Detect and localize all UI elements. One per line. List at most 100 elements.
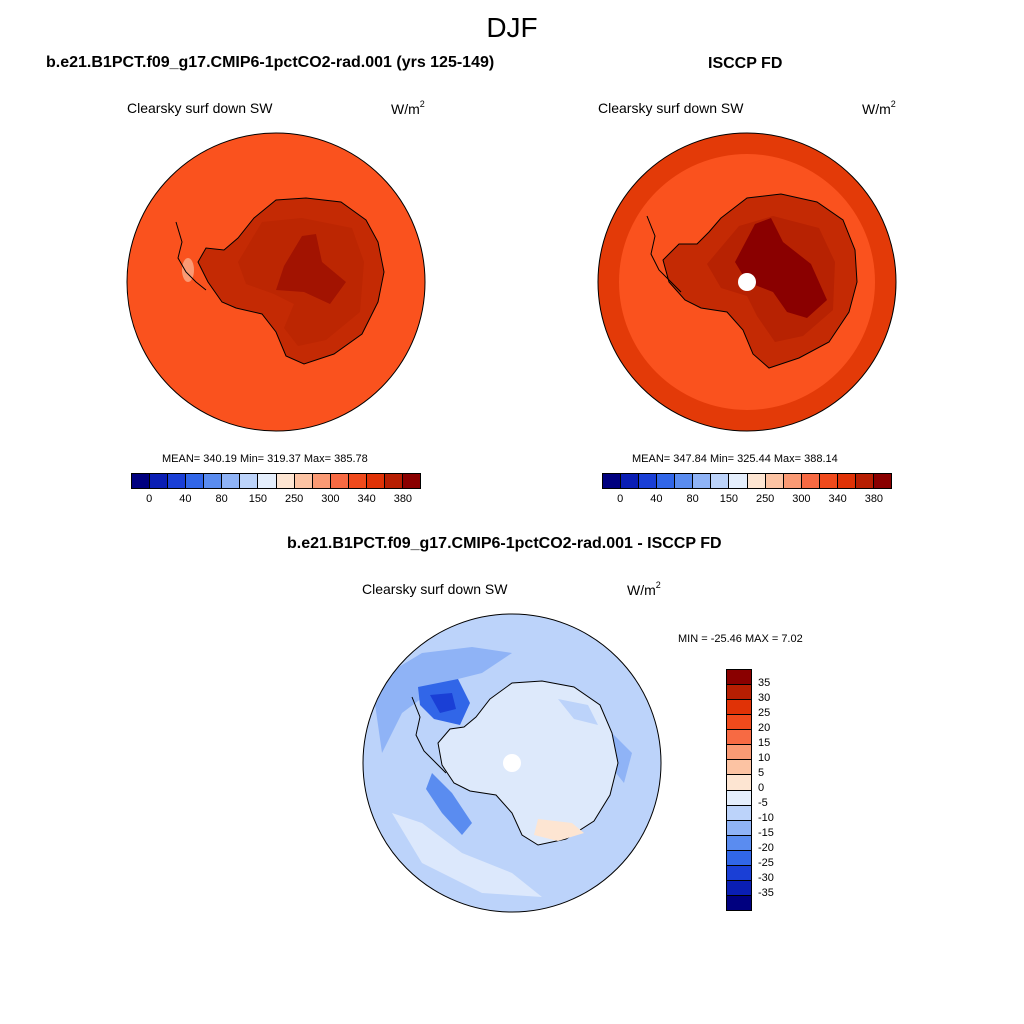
panel-2-polar-map [597, 132, 897, 432]
panel-2-colorbar-swatches [602, 473, 892, 489]
panel-1-colorbar-swatches [131, 473, 421, 489]
diff-positive-patch [534, 819, 584, 841]
colorbar-tick-label: -35 [758, 887, 774, 899]
colorbar-swatch [727, 805, 751, 821]
panel-2-units: W/m2 [862, 99, 896, 117]
colorbar-tick-label: 380 [864, 493, 884, 505]
panel-2-stats: MEAN= 347.84 Min= 325.44 Max= 388.14 [632, 453, 838, 465]
colorbar-tick-label: 80 [215, 493, 228, 505]
panel-3-title: b.e21.B1PCT.f09_g17.CMIP6-1pctCO2-rad.00… [287, 535, 722, 552]
colorbar-swatch [765, 474, 784, 488]
colorbar-swatch [294, 474, 313, 488]
colorbar-swatch [276, 474, 295, 488]
colorbar-swatch [348, 474, 367, 488]
figure-title: DJF [486, 12, 538, 43]
colorbar-swatch [727, 670, 751, 686]
panel-2-title: ISCCP FD [708, 55, 783, 72]
diff-negative-patch [426, 773, 472, 835]
colorbar-swatch [727, 685, 751, 701]
colorbar-swatch [621, 474, 640, 488]
colorbar-swatch [783, 474, 802, 488]
colorbar-swatch [727, 820, 751, 836]
colorbar-swatch [727, 775, 751, 791]
colorbar-swatch [312, 474, 331, 488]
diff-strongest-negative [430, 693, 456, 713]
colorbar-tick-label: 30 [758, 692, 771, 704]
peninsula-coastline [175, 221, 207, 291]
colorbar-tick-label: 250 [755, 493, 775, 505]
colorbar-tick-label: 0 [146, 493, 153, 505]
colorbar-swatch [366, 474, 385, 488]
colorbar-swatch [727, 895, 751, 910]
colorbar-swatch [258, 474, 277, 488]
colorbar-tick-label: 40 [650, 493, 663, 505]
colorbar-tick-label: 5 [758, 767, 765, 779]
colorbar-swatch [727, 700, 751, 716]
colorbar-tick-label: 15 [758, 737, 771, 749]
panel-1-polar-map [126, 132, 426, 432]
panel-3-units: W/m2 [627, 580, 661, 598]
panel-1-colorbar-ticks: 0 40 80 150 250 300 340 380 [131, 489, 421, 505]
colorbar-swatch [603, 474, 622, 488]
colorbar-swatch [727, 790, 751, 806]
colorbar-tick-label: 10 [758, 752, 771, 764]
colorbar-tick-label: 340 [828, 493, 847, 505]
panel-1-colorbar: 0 40 80 150 250 300 340 380 [131, 473, 421, 505]
colorbar-swatch [132, 474, 151, 488]
colorbar-tick-label: 20 [758, 722, 771, 734]
colorbar-swatch [711, 474, 730, 488]
colorbar-tick-label: 250 [284, 493, 304, 505]
colorbar-tick-label: 80 [686, 493, 699, 505]
colorbar-tick-label: 300 [792, 493, 811, 505]
colorbar-swatch [747, 474, 766, 488]
colorbar-swatch [837, 474, 856, 488]
colorbar-swatch [186, 474, 205, 488]
colorbar-tick-label: 380 [393, 493, 413, 505]
colorbar-swatch [727, 865, 751, 881]
colorbar-tick-label: -10 [758, 812, 774, 824]
panel-2-variable-label: Clearsky surf down SW [598, 100, 744, 116]
colorbar-swatch [222, 474, 241, 488]
panel-3-colorbar: 35 30 25 20 15 10 5 0 -5 -10 -15 -20 -25 -30 -35 [726, 669, 774, 911]
colorbar-swatch [727, 760, 751, 776]
colorbar-swatch [727, 850, 751, 866]
colorbar-swatch [727, 715, 751, 731]
colorbar-swatch [727, 880, 751, 896]
colorbar-swatch [727, 730, 751, 746]
panel-3-polar-map [362, 613, 662, 913]
colorbar-swatch [168, 474, 187, 488]
colorbar-swatch [402, 474, 420, 488]
colorbar-swatch [330, 474, 349, 488]
colorbar-tick-label: 25 [758, 707, 771, 719]
panel-1-title: b.e21.B1PCT.f09_g17.CMIP6-1pctCO2-rad.00… [46, 54, 495, 71]
panel-2-colorbar: 0 40 80 150 250 300 340 380 [602, 473, 892, 505]
panel-3-variable-label: Clearsky surf down SW [362, 581, 508, 597]
colorbar-tick-label: -20 [758, 842, 774, 854]
map-border [126, 132, 426, 432]
colorbar-tick-label: -30 [758, 872, 774, 884]
colorbar-tick-label: -25 [758, 857, 774, 869]
panel-3-colorbar-swatches [726, 669, 752, 911]
colorbar-swatch [727, 835, 751, 851]
peninsula-low-patch [182, 258, 194, 282]
antarctica-landmass [437, 680, 619, 846]
colorbar-tick-label: 300 [321, 493, 340, 505]
panel-3-colorbar-ticks: 35 30 25 20 15 10 5 0 -5 -10 -15 -20 -25 -30 -35 [758, 669, 798, 909]
colorbar-swatch [873, 474, 891, 488]
colorbar-swatch [819, 474, 838, 488]
colorbar-tick-label: -5 [758, 797, 768, 809]
colorbar-tick-label: 35 [758, 677, 771, 689]
diff-interior-negative [558, 699, 598, 725]
map-border [597, 132, 897, 432]
diff-negative-band [372, 647, 512, 753]
colorbar-tick-label: 150 [719, 493, 739, 505]
colorbar-swatch [727, 745, 751, 761]
panel-3-stats: MIN = -25.46 MAX = 7.02 [678, 633, 803, 645]
colorbar-tick-label: 0 [758, 782, 765, 794]
colorbar-swatch [855, 474, 874, 488]
colorbar-swatch [657, 474, 676, 488]
high-value-core [735, 218, 827, 318]
pole-hole [738, 273, 756, 291]
colorbar-swatch [240, 474, 259, 488]
panel-2-colorbar-ticks: 0 40 80 150 250 300 340 380 [602, 489, 892, 505]
